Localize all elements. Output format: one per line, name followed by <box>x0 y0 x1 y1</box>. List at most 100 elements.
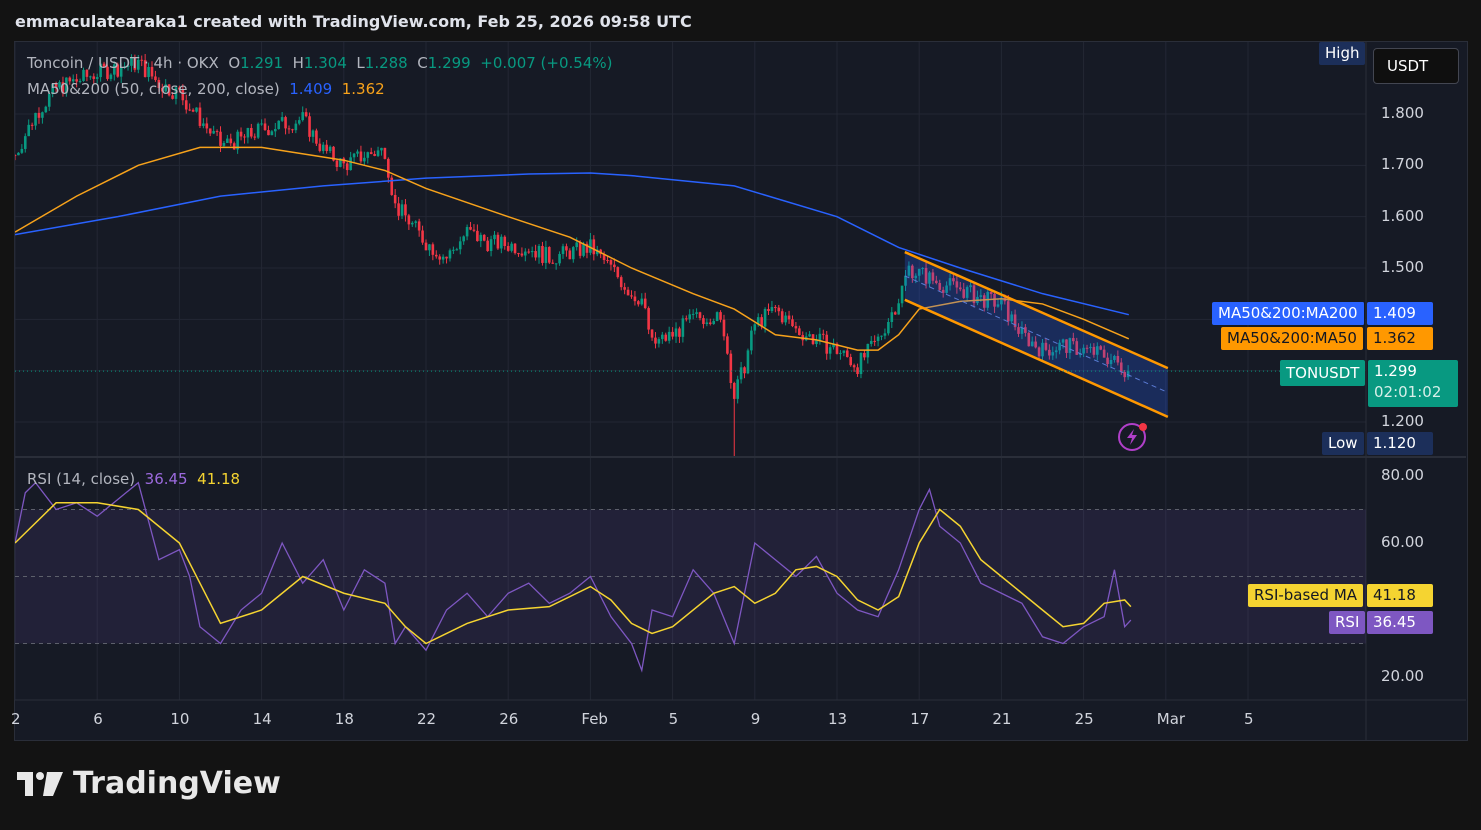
candle-body <box>51 83 54 94</box>
candle-body <box>852 365 856 368</box>
candle-body <box>890 312 894 323</box>
low-tag-value: 1.120 <box>1367 432 1433 455</box>
candle-body <box>739 367 743 380</box>
currency-button[interactable]: USDT <box>1373 48 1459 84</box>
brand-name: TradingView <box>73 766 281 801</box>
high-tag: High <box>1319 42 1366 65</box>
candle-body <box>263 123 267 131</box>
candle-body <box>729 353 733 383</box>
candle-body <box>911 265 914 279</box>
candle-body <box>859 352 863 375</box>
candle-body <box>1041 342 1044 357</box>
candle-body <box>602 254 606 261</box>
candle-body <box>921 268 924 270</box>
candle-body <box>664 334 668 341</box>
candle-body <box>794 326 798 329</box>
candle-body <box>893 312 897 315</box>
candle-body <box>777 307 781 312</box>
candle-body <box>883 333 887 336</box>
date-tick-label: 21 <box>992 710 1012 728</box>
candle-body <box>712 321 715 324</box>
candle-body <box>904 275 907 286</box>
candle-body <box>606 260 609 262</box>
candle-body <box>404 204 407 216</box>
candle-body <box>171 95 174 99</box>
ma200-tag-label: MA50&200:MA200 <box>1212 302 1365 325</box>
candle-body <box>215 131 219 133</box>
candle-body <box>828 347 832 354</box>
candle-body <box>1102 349 1106 358</box>
candle-body <box>637 301 640 305</box>
candle-body <box>678 328 681 337</box>
candle-body <box>208 128 212 134</box>
candle-body <box>1027 332 1031 347</box>
candle-body <box>414 221 418 223</box>
candle-body <box>955 281 959 288</box>
candle-body <box>746 350 750 374</box>
candle-body <box>815 340 818 345</box>
candle-body <box>284 117 287 129</box>
candle-body <box>417 221 421 231</box>
candle-body <box>1092 346 1096 355</box>
candle-body <box>506 246 510 251</box>
channel-upper-line <box>904 250 1169 370</box>
candles <box>15 54 1130 456</box>
candle-body <box>524 251 527 256</box>
candle-body <box>287 128 291 130</box>
candle-body <box>630 295 633 297</box>
date-tick-label: 2 <box>11 710 21 728</box>
candle-body <box>1068 338 1072 353</box>
candle-body <box>421 230 424 243</box>
candle-body <box>407 215 411 225</box>
candle-body <box>222 142 226 146</box>
candle-body <box>1024 327 1027 333</box>
rsi-tag-label: RSI <box>1329 611 1366 634</box>
chart-frame[interactable] <box>14 41 1468 741</box>
close-value: 1.299 <box>427 54 471 72</box>
date-tick-label: Feb <box>581 710 608 728</box>
lightning-alert-icon[interactable] <box>1117 422 1147 452</box>
candle-body <box>154 76 157 80</box>
rsi-title[interactable]: RSI (14, close) <box>27 470 136 488</box>
candle-body <box>17 152 20 156</box>
candle-body <box>356 151 359 154</box>
rsi-ma-line <box>15 502 1132 645</box>
candle-body <box>226 138 229 143</box>
candle-body <box>784 315 787 323</box>
candle-body <box>30 124 34 126</box>
candle-body <box>116 64 120 77</box>
candle-body <box>1089 346 1092 349</box>
candle-body <box>1119 362 1123 373</box>
candle-body <box>626 289 630 296</box>
candle-body <box>616 267 620 278</box>
date-tick-label: Mar <box>1156 710 1186 728</box>
candle-body <box>671 331 674 337</box>
candle-body <box>47 93 51 107</box>
ma-legend: MA50&200 (50, close, 200, close) 1.409 1… <box>27 80 385 98</box>
candle-body <box>291 129 294 131</box>
candle-body <box>643 298 647 309</box>
candle-body <box>661 334 664 340</box>
date-tick-label: 5 <box>668 710 679 728</box>
candle-body <box>948 278 952 286</box>
candle-body <box>335 160 339 167</box>
candle-body <box>544 247 548 263</box>
candle-body <box>428 244 431 251</box>
candle-body <box>715 312 719 322</box>
candle-body <box>431 244 435 255</box>
candle-body <box>702 318 705 325</box>
candle-body <box>897 303 900 315</box>
candle-body <box>123 66 126 69</box>
ma-title[interactable]: MA50&200 (50, close, 200, close) <box>27 80 280 98</box>
date-tick-label: 18 <box>334 710 354 728</box>
candle-body <box>1082 347 1085 354</box>
candle-body <box>822 333 825 335</box>
channel-fill <box>904 252 1168 417</box>
candle-body <box>839 352 842 354</box>
candle-body <box>476 230 479 242</box>
candle-body <box>945 285 948 293</box>
candle-body <box>928 272 931 284</box>
candle-body <box>280 117 284 121</box>
symbol-title[interactable]: Toncoin / USDT · 4h · OKX <box>27 54 219 72</box>
